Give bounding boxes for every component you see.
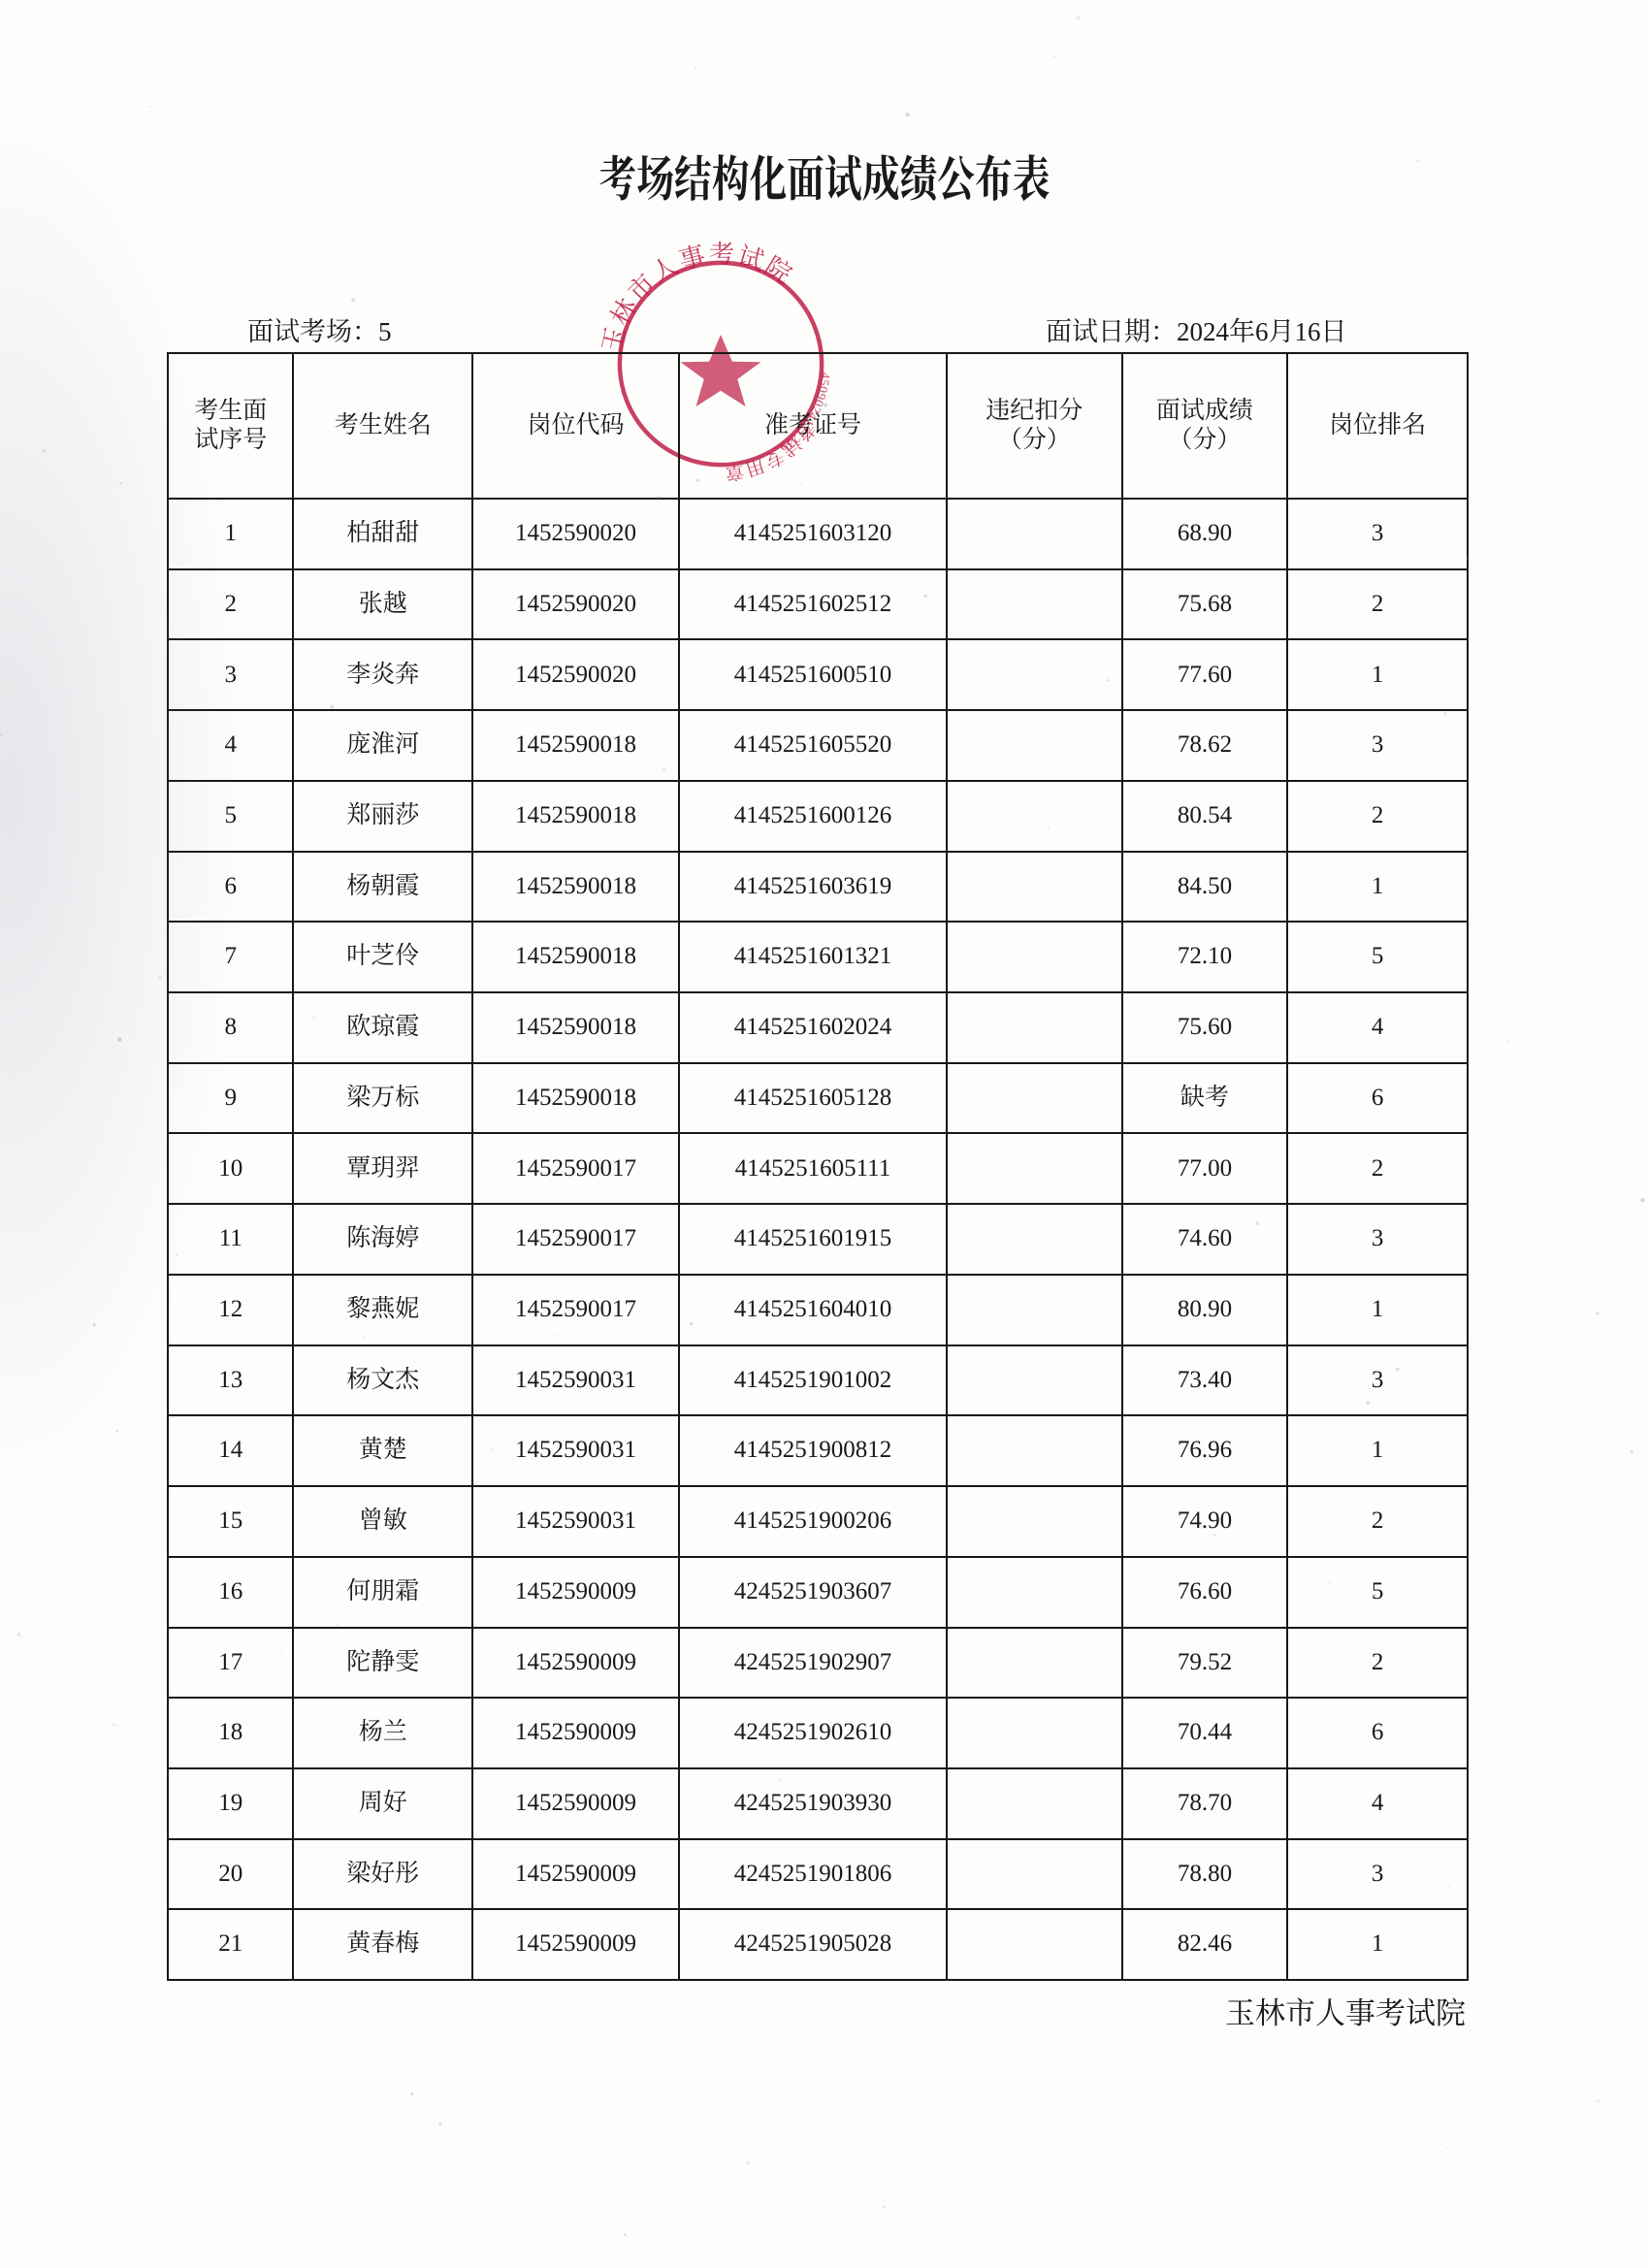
svg-text:玉林市人事考试院: 玉林市人事考试院 [597,240,798,356]
